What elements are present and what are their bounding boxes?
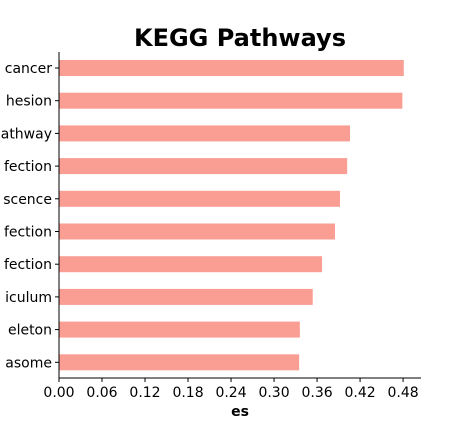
y-tick-label: iculum: [5, 290, 52, 306]
x-tick-label: 0.24: [215, 385, 246, 401]
x-tick-label: 0.12: [129, 385, 160, 401]
y-tick-label: fection: [4, 225, 52, 241]
y-tick-label: athway: [1, 126, 52, 142]
x-tick-label: 0.06: [86, 385, 117, 401]
bar: [59, 223, 335, 240]
y-tick-label: cancer: [5, 61, 52, 77]
y-tick-label: fection: [4, 257, 52, 273]
x-axis-label: es: [231, 404, 249, 420]
bar: [59, 60, 404, 76]
x-tick-label: 0.36: [301, 385, 332, 401]
x-ticks-group: 0.00 0.06 0.12 0.18 0.24 0.30 0.36 0.42 0.48: [43, 378, 419, 401]
y-tick-label: scence: [3, 192, 52, 208]
x-tick-label: 0.42: [344, 385, 375, 401]
bar: [59, 92, 403, 109]
bar: [59, 158, 348, 175]
bar: [59, 288, 313, 305]
bar: [59, 321, 300, 338]
bar: [59, 354, 300, 371]
bar: [59, 190, 340, 207]
x-tick-label: 0.18: [172, 385, 203, 401]
x-tick-label: 0.00: [43, 385, 74, 401]
y-ticks-group: cancer hesion athway fection scence fection fe…: [1, 61, 59, 371]
y-tick-label: fection: [4, 159, 52, 175]
bar: [59, 125, 351, 142]
y-tick-label: asome: [5, 355, 52, 371]
bar: [59, 256, 323, 273]
chart-title: KEGG Pathways: [134, 24, 346, 52]
x-tick-label: 0.48: [387, 385, 418, 401]
y-tick-label: eleton: [8, 323, 52, 339]
y-tick-label: hesion: [6, 94, 52, 110]
x-tick-label: 0.30: [258, 385, 289, 401]
bars-group: [59, 60, 404, 371]
